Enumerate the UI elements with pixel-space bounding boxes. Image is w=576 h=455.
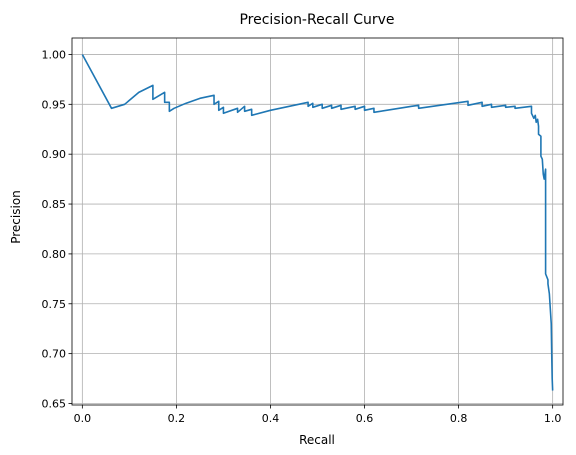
x-axis-label: Recall — [299, 433, 335, 447]
chart-title: Precision-Recall Curve — [239, 12, 394, 28]
y-tick-label: 0.85 — [42, 198, 67, 211]
y-tick-label: 0.90 — [42, 148, 67, 161]
y-tick-label: 0.70 — [42, 348, 67, 361]
grid — [72, 38, 563, 405]
y-axis-label: Precision — [9, 190, 23, 244]
y-tick-label: 0.65 — [42, 398, 67, 411]
series-layer — [81, 54, 554, 391]
plot-frame — [71, 37, 564, 406]
x-tick-label: 0.4 — [262, 412, 280, 425]
pr-curve-line — [81, 54, 554, 391]
x-axis: 0.0 0.2 0.4 0.6 0.8 1.0 — [74, 405, 562, 425]
x-tick-label: 0.8 — [450, 412, 468, 425]
y-tick-label: 0.80 — [42, 248, 67, 261]
x-tick-label: 0.6 — [356, 412, 374, 425]
y-tick-label: 1.00 — [42, 48, 67, 61]
x-tick-label: 0.2 — [168, 412, 186, 425]
y-tick-label: 0.95 — [42, 98, 67, 111]
y-tick-label: 0.75 — [42, 298, 67, 311]
x-tick-label: 1.0 — [544, 412, 562, 425]
x-tick-label: 0.0 — [74, 412, 92, 425]
y-axis: 0.65 0.70 0.75 0.80 0.85 0.90 0.95 1.00 — [42, 48, 72, 411]
